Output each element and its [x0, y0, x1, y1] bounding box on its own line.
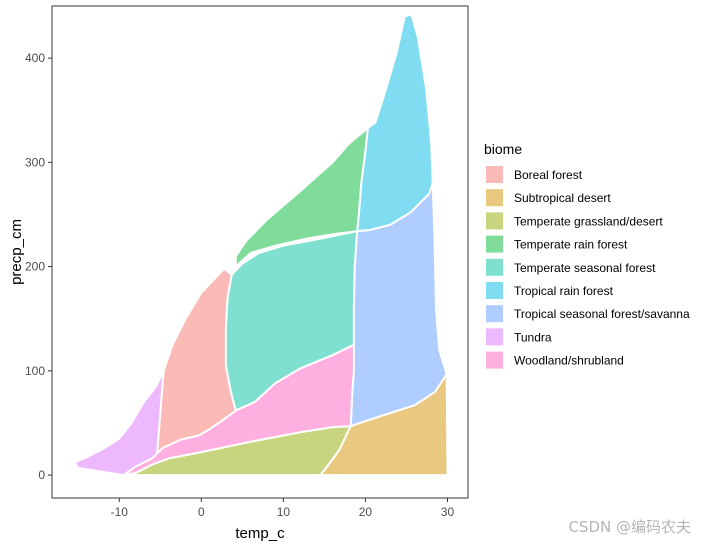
- watermark: CSDN @编码农夫: [568, 518, 691, 536]
- y-axis-title: precp_cm: [8, 219, 25, 285]
- legend-key: [486, 351, 503, 369]
- legend-key: [486, 166, 503, 183]
- legend-key: [486, 328, 503, 346]
- y-tick-label: 300: [25, 155, 45, 169]
- legend-label: Boreal forest: [514, 168, 583, 182]
- y-tick-label: 0: [38, 468, 45, 482]
- legend-key: [486, 305, 503, 323]
- x-tick-label: -10: [111, 505, 129, 519]
- x-tick-label: 20: [359, 505, 373, 519]
- legend-title: biome: [484, 141, 522, 157]
- legend-key: [486, 282, 503, 299]
- area-tundra: [73, 369, 165, 477]
- legend-label: Temperate seasonal forest: [514, 261, 656, 275]
- y-tick-label: 100: [25, 364, 45, 378]
- legend-label: Tropical seasonal forest/savanna: [514, 307, 690, 321]
- x-tick-label: 0: [198, 505, 205, 519]
- y-axis: 0 100 200 300 400: [25, 51, 52, 482]
- legend-label: Temperate grassland/desert: [514, 214, 663, 228]
- legend-label: Tundra: [514, 330, 552, 344]
- area-tropical-seasonal-forest-savanna: [349, 182, 448, 428]
- legend-label: Woodland/shrubland: [514, 354, 624, 368]
- x-tick-label: 30: [441, 505, 455, 519]
- x-axis: -10 0 10 20 30: [111, 498, 455, 519]
- legend-key: [486, 189, 503, 207]
- legend-label: Subtropical desert: [514, 191, 611, 205]
- biome-areas: [73, 13, 449, 477]
- y-tick-label: 400: [25, 51, 45, 65]
- legend-key: [486, 212, 503, 230]
- legend-label: Temperate rain forest: [514, 238, 628, 252]
- x-axis-title: temp_c: [235, 525, 285, 542]
- area-woodland-shrubland: [122, 343, 355, 477]
- legend-key: [486, 258, 503, 276]
- y-tick-label: 200: [25, 260, 45, 274]
- x-tick-label: 10: [277, 505, 291, 519]
- legend-label: Tropical rain forest: [514, 284, 614, 298]
- legend-key: [486, 235, 503, 253]
- legend: biome Boreal forest Subtropical desert Tem…: [484, 141, 690, 369]
